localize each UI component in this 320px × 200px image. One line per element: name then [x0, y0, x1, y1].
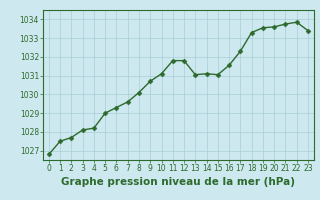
X-axis label: Graphe pression niveau de la mer (hPa): Graphe pression niveau de la mer (hPa) — [61, 177, 295, 187]
